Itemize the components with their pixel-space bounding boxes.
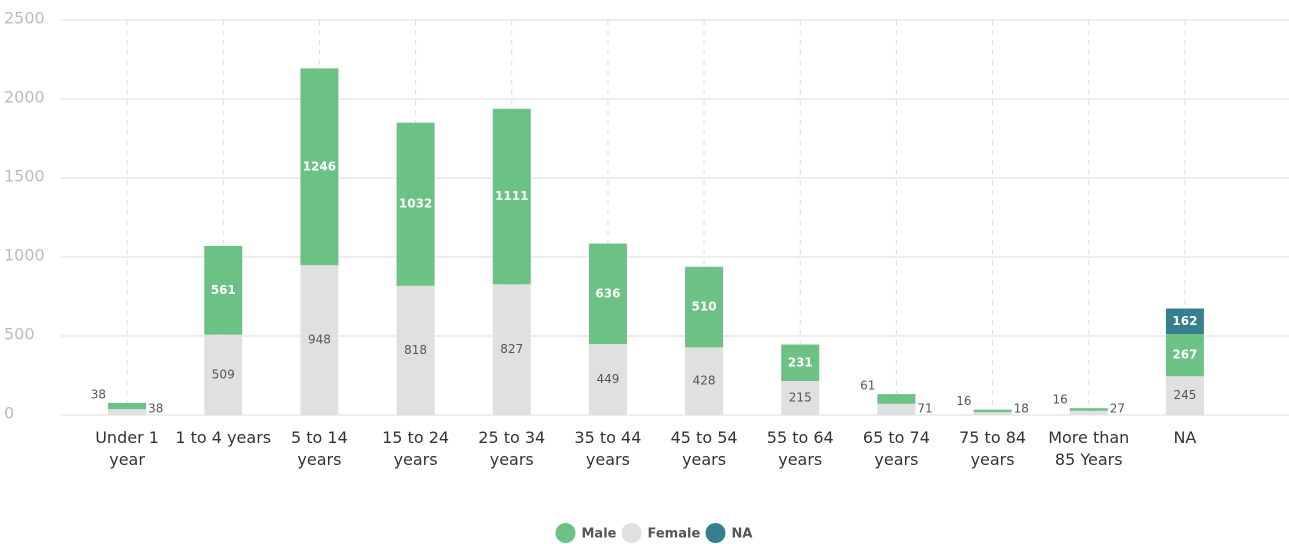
x-tick-label: More than 85 Years — [1048, 428, 1130, 469]
data-label: 215 — [789, 391, 812, 405]
bar-segment — [781, 381, 820, 415]
bar-segment — [204, 334, 243, 415]
data-label: 231 — [788, 355, 813, 369]
data-label: 827 — [500, 342, 523, 356]
data-label: 1246 — [303, 159, 336, 173]
data-label: 509 — [212, 367, 235, 381]
data-label: 61 — [860, 379, 875, 393]
data-label: 267 — [1172, 348, 1197, 362]
bar-segment — [588, 344, 627, 415]
bar-segment — [204, 245, 243, 335]
legend-swatch — [555, 523, 576, 543]
data-label: 510 — [692, 300, 717, 314]
x-tick-label: 15 to 24 years — [382, 428, 450, 469]
bar-segment — [588, 243, 627, 345]
x-tick-label: Under 1 year — [95, 428, 159, 469]
bar-segment — [973, 412, 1012, 415]
y-tick-label: 2500 — [4, 9, 45, 28]
data-label: 818 — [404, 343, 427, 357]
data-label: 38 — [91, 387, 106, 401]
x-tick-label: 45 to 54 years — [670, 428, 738, 469]
x-tick-label: 75 to 84 years — [959, 428, 1027, 469]
bar-segment — [108, 408, 147, 415]
legend-label: Female — [648, 527, 701, 542]
legend-label: NA — [732, 527, 753, 542]
data-label: 1111 — [495, 189, 528, 203]
bar-segment — [492, 108, 531, 285]
bar-segment — [685, 266, 724, 348]
x-tick-label: NA — [1173, 428, 1197, 447]
x-tick-label: 35 to 44 years — [574, 428, 642, 469]
x-tick-label: 1 to 4 years — [175, 428, 272, 447]
x-tick-label: 55 to 64 years — [766, 428, 834, 469]
x-tick-label: 5 to 14 years — [291, 428, 348, 469]
bar-segment — [300, 265, 339, 415]
data-label: 18 — [1014, 402, 1029, 416]
data-label: 71 — [917, 402, 932, 416]
data-label: 428 — [693, 374, 716, 388]
bar-segment — [1069, 410, 1108, 415]
data-label: 636 — [595, 286, 620, 300]
bar-segment — [1165, 334, 1204, 377]
data-label: 561 — [211, 283, 236, 297]
data-label: 245 — [1173, 388, 1196, 402]
data-label: 16 — [1052, 393, 1067, 407]
data-label: 38 — [148, 402, 163, 416]
data-label: 1032 — [399, 197, 432, 211]
data-label: 16 — [956, 394, 971, 408]
y-tick-label: 1500 — [4, 167, 45, 186]
y-tick-label: 1000 — [4, 246, 45, 265]
bar-segment — [973, 409, 1012, 413]
x-tick-label: 25 to 34 years — [478, 428, 546, 469]
data-label: 449 — [596, 372, 619, 386]
x-tick-label: 65 to 74 years — [862, 428, 930, 469]
bar-segment — [492, 284, 531, 415]
bar-segment — [1069, 408, 1108, 411]
data-label: 27 — [1110, 402, 1125, 416]
y-tick-label: 500 — [4, 325, 35, 344]
legend-swatch — [621, 523, 642, 543]
legend-label: Male — [582, 527, 617, 542]
bar-segment — [781, 344, 820, 382]
bar-segment — [396, 285, 435, 415]
data-label: 162 — [1172, 314, 1197, 328]
bar-segment — [300, 68, 339, 266]
bar-segment — [877, 394, 916, 404]
legend-swatch — [705, 523, 726, 543]
y-tick-label: 0 — [4, 404, 14, 423]
data-label: 948 — [308, 333, 331, 347]
bar-segment — [877, 403, 916, 415]
bar-segment — [1165, 308, 1204, 335]
bar-segment — [685, 347, 724, 415]
bar-segment — [1165, 376, 1204, 415]
y-tick-label: 2000 — [4, 88, 45, 107]
bar-segment — [396, 122, 435, 286]
bar-segment — [108, 402, 147, 409]
